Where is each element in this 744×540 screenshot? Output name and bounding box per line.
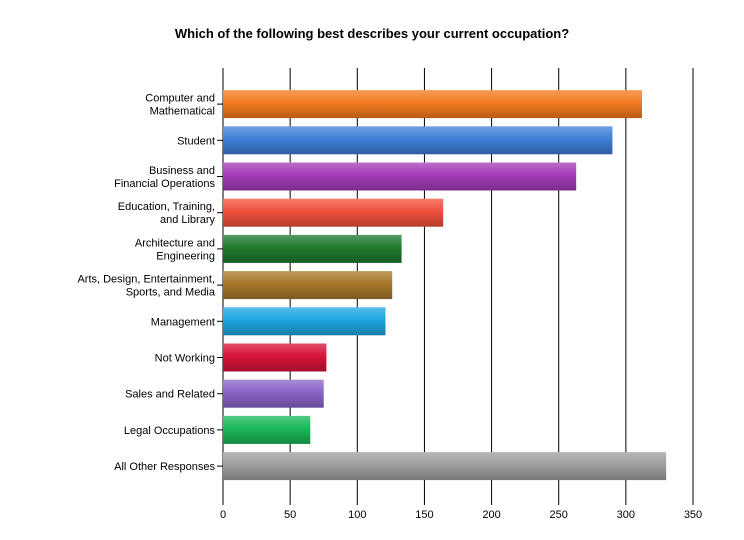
x-tick-label: 200: [482, 509, 500, 521]
category-label: Management: [151, 316, 215, 328]
bar: [223, 90, 642, 119]
bar: [223, 234, 402, 263]
category-label: Computer and Mathematical: [145, 93, 215, 118]
bar: [223, 307, 386, 336]
bar: [223, 452, 667, 481]
category-label: Architecture and Engineering: [135, 237, 215, 262]
x-tick-label: 100: [348, 509, 366, 521]
x-tick-label: 350: [684, 509, 702, 521]
category-label: Student: [177, 135, 215, 147]
x-tick-label: 300: [617, 509, 635, 521]
category-label: Education, Training, and Library: [118, 201, 216, 226]
bar: [223, 379, 324, 408]
chart-title: Which of the following best describes yo…: [174, 26, 570, 41]
x-tick-label: 50: [284, 509, 296, 521]
bar: [223, 271, 393, 300]
x-tick-label: 250: [550, 509, 568, 521]
category-label: All Other Responses: [114, 461, 215, 473]
x-tick-label: 0: [220, 509, 226, 521]
category-label: Legal Occupations: [124, 425, 216, 437]
category-label: Sales and Related: [125, 389, 215, 401]
category-label: Not Working: [155, 353, 215, 365]
category-label: Business and Financial Operations: [114, 165, 215, 190]
bar: [223, 415, 311, 444]
bar: [223, 162, 577, 191]
x-tick-label: 150: [415, 509, 433, 521]
bar: [223, 126, 613, 155]
category-label: Arts, Design, Entertainment, Sports, and …: [77, 274, 215, 299]
bar: [223, 343, 327, 372]
bar: [223, 198, 444, 227]
